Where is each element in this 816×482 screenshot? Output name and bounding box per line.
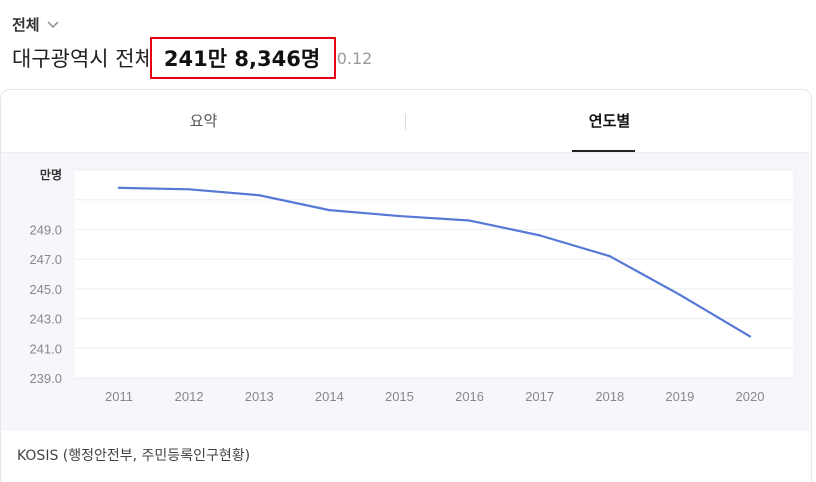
x-tick-label: 2012: [175, 389, 204, 404]
x-tick-label: 2016: [455, 389, 484, 404]
chevron-down-icon: [47, 21, 59, 29]
region-name: 대구광역시 전체: [12, 47, 154, 71]
data-point: [398, 214, 401, 218]
x-tick-label: 2013: [245, 389, 274, 404]
data-point: [117, 186, 121, 190]
y-axis-label: 만명: [40, 167, 62, 182]
tab-yearly[interactable]: 연도별: [588, 112, 631, 130]
data-point: [748, 335, 752, 338]
data-point: [608, 254, 611, 258]
data-point: [678, 293, 682, 296]
x-tick-label: 2018: [595, 389, 624, 404]
x-tick-label: 2017: [525, 389, 554, 404]
tab-divider: [405, 114, 406, 130]
y-tick-label: 239.0: [29, 371, 62, 386]
x-tick-label: 2011: [105, 389, 133, 404]
data-point: [258, 194, 261, 197]
population-headline: 대구광역시 전체 241만 8,346명 '20.12: [12, 37, 372, 79]
x-tick-label: 2019: [665, 389, 694, 404]
population-value: 241만 8,346명: [149, 37, 337, 79]
x-tick-label: 2014: [315, 389, 344, 404]
data-point: [468, 219, 471, 222]
x-tick-label: 2020: [736, 389, 765, 404]
x-tick-label: 2015: [385, 389, 414, 404]
population-card: 요약 연도별 239.0 241.0 243.0 245.0 247.0 249.0 만명 2…: [0, 89, 812, 482]
y-tick-label: 247.0: [29, 252, 62, 267]
data-point: [187, 188, 191, 191]
region-selector[interactable]: 전체: [12, 13, 60, 35]
y-tick-label: 245.0: [29, 282, 62, 297]
y-tick-label: 241.0: [29, 341, 62, 356]
plot-background: [75, 170, 793, 378]
data-point: [538, 234, 541, 237]
active-tab-indicator: [572, 150, 635, 152]
y-tick-label: 243.0: [29, 312, 62, 327]
population-line-chart: 239.0 241.0 243.0 245.0 247.0 249.0 만명 2011 2012…: [29, 167, 793, 404]
tab-summary[interactable]: 요약: [189, 112, 218, 130]
y-tick-label: 249.0: [29, 222, 62, 237]
tab-bar: 요약 연도별: [1, 90, 811, 153]
data-source: KOSIS (행정안전부, 주민등록인구현황): [17, 448, 251, 464]
region-selector-label: 전체: [12, 15, 40, 34]
series-line: [118, 186, 751, 338]
chart-area: 239.0 241.0 243.0 245.0 247.0 249.0 만명 2011 2012…: [1, 153, 811, 431]
data-point: [328, 208, 331, 212]
